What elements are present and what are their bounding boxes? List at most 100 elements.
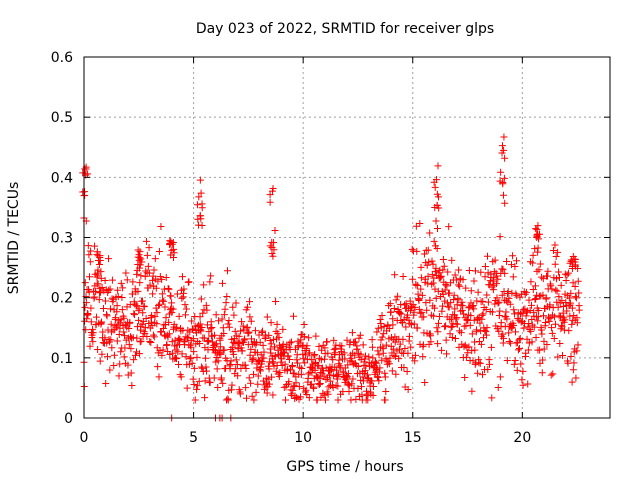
data-point (361, 355, 369, 363)
data-point (198, 324, 206, 332)
data-point (236, 340, 244, 348)
data-point (221, 305, 229, 313)
data-point (386, 354, 394, 362)
data-point (92, 288, 100, 296)
data-point (270, 362, 278, 370)
data-point (434, 224, 442, 232)
data-point (304, 370, 312, 378)
data-point (113, 337, 121, 345)
data-point (319, 389, 327, 397)
data-point (381, 396, 389, 404)
data-point (512, 328, 520, 336)
data-point (534, 230, 542, 238)
data-point (477, 268, 485, 276)
data-point (494, 275, 502, 283)
data-point (203, 367, 211, 375)
data-point (565, 294, 573, 302)
data-point (196, 212, 204, 220)
data-point (488, 394, 496, 402)
data-point (230, 311, 238, 319)
data-point (84, 170, 92, 178)
data-point (215, 349, 223, 357)
data-point (484, 366, 492, 374)
data-point (396, 345, 404, 353)
grid (84, 57, 610, 418)
data-point (121, 344, 129, 352)
data-point (87, 247, 95, 255)
data-point (220, 329, 228, 337)
data-point (479, 310, 487, 318)
data-point (441, 286, 449, 294)
data-point (550, 247, 558, 255)
data-point (265, 380, 273, 388)
data-point (526, 306, 534, 314)
x-tick-label: 5 (189, 430, 198, 446)
data-point (203, 306, 211, 314)
data-point (223, 293, 231, 301)
data-point (547, 282, 555, 290)
data-point (555, 268, 563, 276)
data-point (291, 392, 299, 400)
data-point (352, 395, 360, 403)
data-point (290, 369, 298, 377)
data-point (281, 360, 289, 368)
data-point (501, 154, 509, 162)
data-point (148, 276, 156, 284)
data-point (216, 336, 224, 344)
data-point (211, 331, 219, 339)
data-point (293, 351, 301, 359)
data-point (301, 359, 309, 367)
data-point (465, 343, 473, 351)
y-axis-label: SRMTID / TECUs (6, 182, 22, 295)
data-point (441, 323, 449, 331)
data-point (270, 336, 278, 344)
data-point (249, 354, 257, 362)
data-point (378, 312, 386, 320)
data-point (470, 305, 478, 313)
data-point (229, 303, 237, 311)
data-point (474, 314, 482, 322)
x-tick-label: 20 (513, 430, 531, 446)
data-point (410, 308, 418, 316)
data-point (395, 355, 403, 363)
data-point (471, 360, 479, 368)
data-point (117, 348, 125, 356)
data-point (413, 247, 421, 255)
data-point (344, 370, 352, 378)
data-point (107, 336, 115, 344)
data-point (347, 396, 355, 404)
data-point (310, 352, 318, 360)
data-point (467, 287, 475, 295)
data-point (168, 309, 176, 317)
data-point (510, 306, 518, 314)
data-point (398, 319, 406, 327)
data-point (243, 323, 251, 331)
data-point (534, 244, 542, 252)
data-point (572, 374, 580, 382)
data-point (439, 302, 447, 310)
data-point (376, 315, 384, 323)
data-point (430, 178, 438, 186)
data-point (560, 302, 568, 310)
data-point (156, 347, 164, 355)
data-point (232, 356, 240, 364)
data-point (195, 193, 203, 201)
data-point (316, 380, 324, 388)
data-point (491, 256, 499, 264)
data-point (134, 287, 142, 295)
data-point (536, 346, 544, 354)
data-point (420, 250, 428, 258)
data-point (247, 317, 255, 325)
data-point (554, 248, 562, 256)
data-point (144, 262, 152, 270)
data-point (81, 279, 89, 287)
data-point (175, 312, 183, 320)
data-point (462, 284, 470, 292)
data-point (202, 301, 210, 309)
data-point (434, 340, 442, 348)
data-point (334, 370, 342, 378)
data-point (407, 321, 415, 329)
data-point (248, 392, 256, 400)
data-point (106, 305, 114, 313)
data-point (340, 349, 348, 357)
